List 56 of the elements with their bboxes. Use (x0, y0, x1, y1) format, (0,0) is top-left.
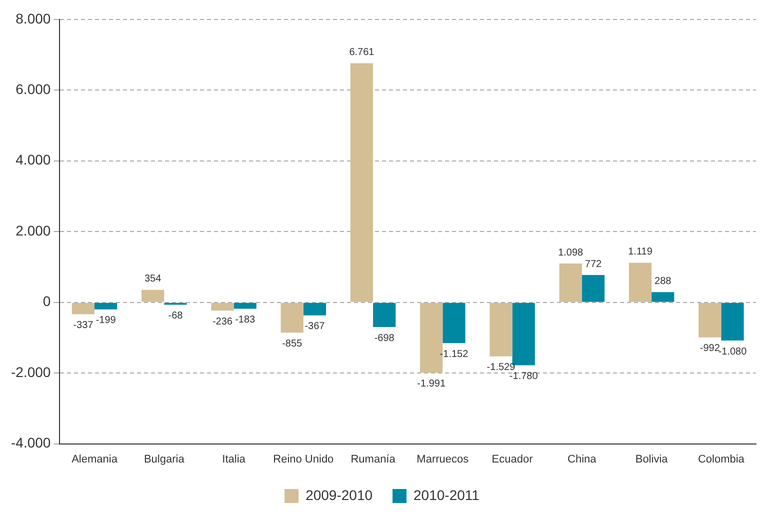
bar (350, 63, 374, 302)
data-label: -992 (700, 343, 720, 354)
data-label: -236 (212, 316, 233, 328)
data-label: -1.152 (440, 348, 469, 360)
x-tick-label: Bolivia (635, 453, 669, 466)
bar (559, 264, 582, 302)
legend-label: 2010-2011 (414, 486, 480, 503)
bar (234, 302, 256, 309)
bar (721, 302, 744, 341)
data-label: -199 (96, 315, 116, 326)
bar (211, 302, 234, 311)
bar (142, 290, 164, 302)
data-label: -1.991 (417, 378, 446, 390)
bar (652, 292, 674, 302)
data-label: -1.780 (509, 371, 538, 382)
bar (303, 302, 326, 316)
bar (442, 302, 466, 344)
data-label: -183 (235, 314, 256, 326)
x-tick-label: China (568, 453, 598, 466)
y-tick-label: 4.000 (16, 152, 51, 168)
x-tick-label: Rumanía (350, 453, 396, 466)
bar (490, 302, 512, 356)
y-tick-label: 2.000 (16, 222, 51, 238)
y-tick-label: 0 (42, 293, 51, 310)
data-label: -698 (374, 332, 395, 344)
bar (582, 275, 605, 302)
x-tick-label: Alemania (72, 453, 118, 466)
bar (373, 302, 396, 328)
bar (628, 262, 652, 302)
data-label: 1.119 (628, 246, 653, 258)
x-tick-label: Bulgaria (144, 453, 186, 466)
data-label: -68 (168, 310, 184, 322)
x-tick-label: Ecuador (492, 453, 534, 466)
data-label: -855 (282, 338, 303, 350)
data-label: 1.098 (558, 247, 584, 258)
data-label: -367 (304, 321, 326, 332)
data-label: -337 (73, 320, 94, 331)
bar (698, 302, 722, 338)
x-tick-label: Reino Unido (273, 453, 334, 466)
data-label: 772 (584, 258, 602, 270)
x-tick-label: Marruecos (416, 453, 470, 466)
data-label: -1.529 (486, 362, 516, 374)
bar (94, 302, 118, 310)
bar (280, 302, 304, 333)
x-tick-label: Italia (222, 453, 246, 466)
y-tick-label: 6.000 (16, 80, 51, 97)
data-label: 6.761 (349, 46, 375, 58)
bar (72, 302, 95, 314)
legend-label: 2009-2010 (306, 486, 373, 503)
data-label: -1.080 (718, 346, 748, 358)
y-tick-label: 8.000 (16, 10, 51, 26)
x-tick-label: Colombia (698, 453, 746, 466)
data-label: 288 (654, 276, 672, 287)
y-tick-label: -4.000 (10, 434, 51, 451)
data-label: 354 (144, 274, 162, 285)
y-tick-label: -2.000 (10, 364, 51, 380)
